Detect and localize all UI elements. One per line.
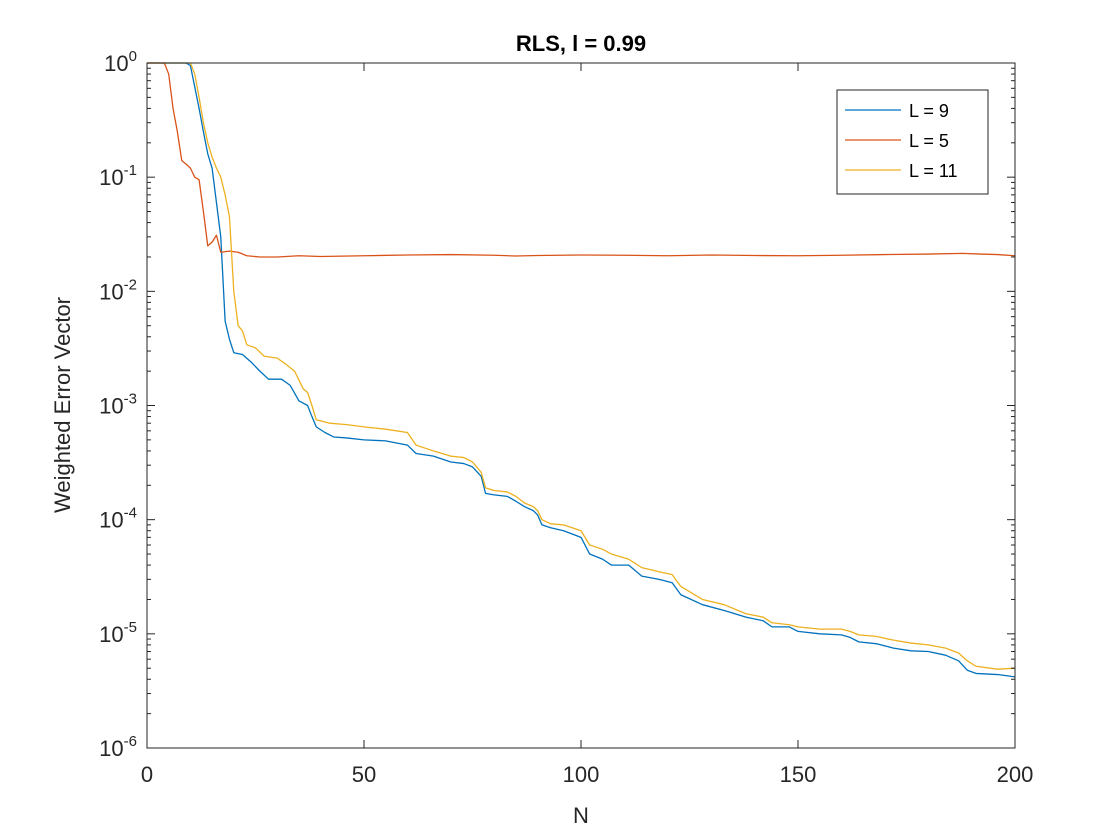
y-tick-label: 100 xyxy=(104,48,137,76)
legend-label-3: L = 11 xyxy=(909,161,958,181)
y-tick-label: 10-3 xyxy=(99,391,137,419)
series-layer xyxy=(147,62,1016,678)
series-line-2 xyxy=(147,62,1016,258)
legend: L = 9 L = 5 L = 11 xyxy=(836,89,989,195)
y-tick-label: 10-5 xyxy=(99,619,137,647)
series-line-3 xyxy=(147,62,1016,670)
x-tick-label: 0 xyxy=(141,762,153,787)
y-tick-label: 10-2 xyxy=(99,276,137,304)
y-tick-label: 10-4 xyxy=(99,505,137,533)
ticks-layer: 0 50 100 150 200 100 10-1 10-2 10-3 10-4 10-5 10-6 xyxy=(99,48,1033,787)
series-line-1 xyxy=(147,62,1016,678)
x-tick-label: 150 xyxy=(780,762,817,787)
y-tick-label: 10-6 xyxy=(99,733,137,761)
legend-box xyxy=(836,89,989,195)
legend-label-2: L = 5 xyxy=(909,131,949,151)
x-tick-label: 100 xyxy=(563,762,600,787)
chart-title: RLS, l = 0.99 xyxy=(516,31,646,56)
x-tick-label: 50 xyxy=(352,762,376,787)
x-tick-label: 200 xyxy=(997,762,1034,787)
y-tick-label: 10-1 xyxy=(99,162,137,190)
y-axis-label: Weighted Error Vector xyxy=(50,297,75,513)
x-axis-label: N xyxy=(573,803,589,828)
legend-label-1: L = 9 xyxy=(909,101,949,121)
